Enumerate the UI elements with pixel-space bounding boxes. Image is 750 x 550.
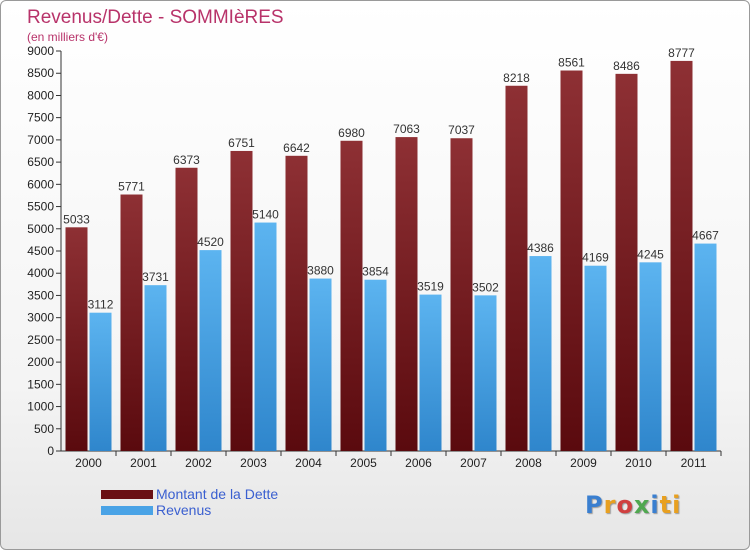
data-label-dette: 6373 (173, 153, 200, 167)
y-tick-label: 500 (34, 422, 54, 436)
data-label-revenus: 3519 (417, 280, 444, 294)
y-tick-label: 2500 (27, 333, 54, 347)
y-tick-label: 0 (47, 444, 54, 458)
x-tick-label: 2008 (515, 456, 542, 470)
y-tick-label: 2000 (27, 355, 54, 369)
y-tick-label: 8000 (27, 88, 54, 102)
bar-dette (505, 85, 528, 451)
x-tick-label: 2003 (240, 456, 267, 470)
bar-revenus (199, 250, 222, 451)
data-label-revenus: 3112 (88, 298, 114, 312)
bar-revenus (584, 265, 607, 451)
y-tick-label: 4000 (27, 266, 54, 280)
data-label-dette: 6980 (338, 126, 365, 140)
data-label-revenus: 4169 (582, 251, 609, 265)
bar-revenus (474, 295, 497, 451)
data-label-dette: 6751 (228, 136, 255, 150)
y-tick-label: 6500 (27, 155, 54, 169)
bar-revenus (639, 262, 662, 451)
bar-dette (120, 194, 143, 451)
bar-revenus (694, 243, 717, 451)
data-label-revenus: 5140 (252, 208, 279, 222)
data-label-revenus: 4386 (527, 241, 554, 255)
data-label-revenus: 4245 (637, 247, 664, 261)
legend-swatch-revenus (101, 506, 153, 515)
logo-letter: x (633, 491, 651, 519)
x-tick-label: 2011 (681, 456, 707, 470)
legend-label-revenus: Revenus (156, 502, 212, 518)
y-tick-label: 3000 (27, 311, 54, 325)
bar-dette (285, 155, 308, 452)
y-tick-label: 3500 (27, 288, 54, 302)
y-tick-label: 1000 (27, 400, 54, 414)
data-label-revenus: 3880 (307, 264, 334, 278)
logo-letter: i (672, 491, 682, 519)
x-tick-label: 2002 (185, 456, 212, 470)
data-label-dette: 8777 (668, 46, 695, 60)
bar-revenus (309, 278, 332, 451)
bar-dette (450, 138, 473, 451)
x-tick-label: 2005 (350, 456, 377, 470)
x-tick-label: 2006 (405, 456, 432, 470)
logo-letter: P (585, 491, 604, 519)
data-label-revenus: 3854 (362, 265, 389, 279)
bar-revenus (89, 312, 112, 451)
x-tick-label: 2001 (130, 456, 157, 470)
bar-dette (340, 140, 363, 451)
logo-letter: i (650, 491, 660, 519)
data-label-dette: 5033 (63, 212, 90, 226)
logo-letter: r (603, 491, 617, 519)
y-tick-label: 5500 (27, 200, 54, 214)
y-tick-label: 4500 (27, 244, 54, 258)
data-label-revenus: 4667 (692, 229, 719, 243)
chart-subtitle: (en milliers d'€) (27, 30, 108, 44)
bar-dette (615, 73, 638, 451)
bar-revenus (419, 294, 442, 451)
x-tick-label: 2007 (460, 456, 487, 470)
y-tick-label: 7500 (27, 111, 54, 125)
proxiti-logo: Proxiti (585, 491, 681, 519)
bar-dette (230, 150, 253, 451)
chart-title: Revenus/Dette - SOMMIèRES (27, 7, 284, 28)
y-tick-label: 7000 (27, 133, 54, 147)
y-tick-label: 5000 (27, 222, 54, 236)
data-label-dette: 8486 (613, 59, 640, 73)
data-label-dette: 8218 (503, 71, 530, 85)
data-label-dette: 8561 (558, 56, 585, 70)
logo-letter: t (659, 491, 673, 519)
legend-label-debt: Montant de la Dette (156, 486, 279, 502)
data-label-dette: 6642 (283, 141, 310, 155)
data-label-revenus: 3731 (142, 270, 169, 284)
y-tick-label: 8500 (27, 66, 54, 80)
x-tick-label: 2010 (625, 456, 652, 470)
bar-revenus (364, 279, 387, 451)
data-label-revenus: 3502 (472, 280, 499, 294)
bar-revenus (254, 222, 277, 451)
bar-dette (560, 70, 583, 451)
bar-dette (65, 227, 88, 451)
data-label-dette: 7063 (393, 122, 420, 136)
y-tick-label: 1500 (27, 377, 54, 391)
bar-dette (175, 167, 198, 451)
y-tick-label: 9000 (27, 44, 54, 58)
x-tick-label: 2004 (295, 456, 322, 470)
bar-revenus (529, 256, 552, 451)
y-tick-label: 6000 (27, 177, 54, 191)
legend-swatch-debt (101, 490, 153, 499)
bar-revenus (144, 285, 167, 451)
x-tick-label: 2009 (570, 456, 597, 470)
logo-letter: o (616, 491, 634, 519)
data-label-dette: 7037 (448, 123, 475, 137)
data-label-dette: 5771 (118, 180, 145, 194)
bar-dette (670, 60, 693, 452)
bar-dette (395, 137, 418, 452)
x-tick-label: 2000 (75, 456, 102, 470)
data-label-revenus: 4520 (197, 235, 224, 249)
